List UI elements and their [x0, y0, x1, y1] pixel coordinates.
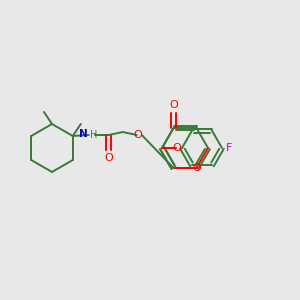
Text: O: O	[172, 143, 182, 153]
Text: O: O	[192, 163, 201, 173]
Text: O: O	[134, 130, 142, 140]
Text: O: O	[104, 153, 113, 163]
Text: H: H	[90, 130, 97, 140]
Text: F: F	[226, 143, 232, 153]
Text: O: O	[169, 100, 178, 110]
Text: N: N	[79, 129, 88, 139]
